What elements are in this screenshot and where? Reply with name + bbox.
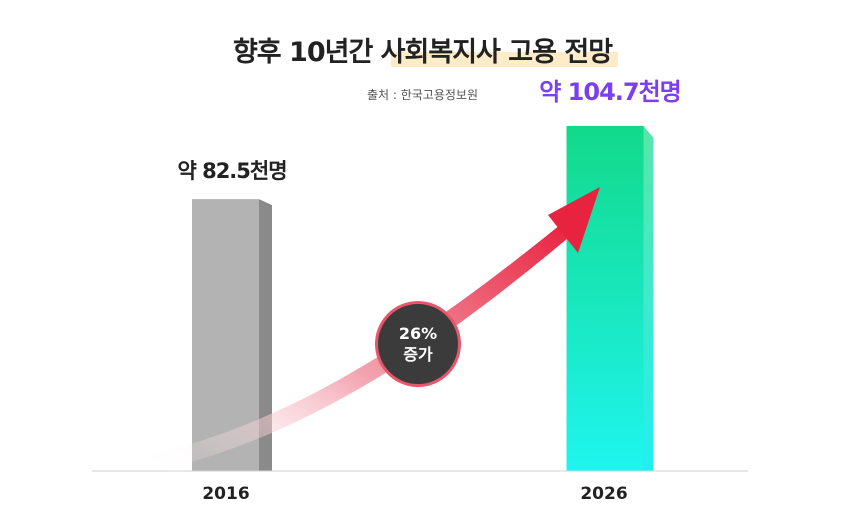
growth-arrow-body: [150, 225, 568, 470]
value-label-2026: 약 104.7천명: [539, 77, 682, 106]
x-tick-label-2016: 2016: [202, 484, 250, 504]
growth-badge-text: 증가: [403, 345, 433, 364]
title-highlight: [390, 52, 619, 67]
growth-badge: 26% 증가: [375, 301, 461, 387]
bar-2026: [566, 125, 644, 471]
x-tick-label-2026: 2026: [580, 484, 628, 504]
bars-layer: [192, 125, 654, 471]
bar-side-2026: [643, 125, 654, 471]
chart-title-text: 향후 10년간 사회복지사 고용 전망: [232, 37, 613, 68]
chart-title-wrap: 향후 10년간 사회복지사 고용 전망: [0, 30, 845, 69]
chart-title: 향후 10년간 사회복지사 고용 전망: [232, 30, 619, 69]
bar-side-2016: [259, 199, 272, 471]
growth-badge-percent: 26%: [398, 324, 438, 343]
chart-source: 출처 : 한국고용정보원: [366, 88, 479, 102]
growth-arrow-head: [548, 187, 600, 253]
value-label-2016: 약 82.5천명: [177, 159, 287, 184]
